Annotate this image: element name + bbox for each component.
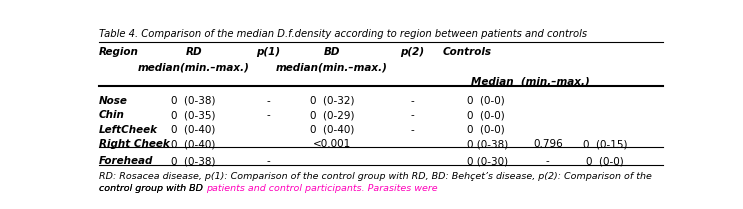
Text: 0  (0-0): 0 (0-0) (467, 110, 505, 120)
Text: 0  (0-0): 0 (0-0) (467, 125, 505, 135)
Text: 0  (0-0): 0 (0-0) (586, 156, 624, 166)
Text: Forehead: Forehead (99, 156, 153, 166)
Text: LeftCheek: LeftCheek (99, 125, 158, 135)
Text: <0.001: <0.001 (313, 139, 351, 149)
Text: Controls: Controls (443, 47, 492, 57)
Text: control group with BD: control group with BD (99, 184, 206, 193)
Text: median(min.–max.): median(min.–max.) (276, 62, 388, 72)
Text: patients and control participants. Parasites were: patients and control participants. Paras… (206, 184, 438, 193)
Text: 0 (0-30): 0 (0-30) (467, 156, 508, 166)
Text: -: - (411, 96, 415, 106)
Text: p(2): p(2) (400, 47, 424, 57)
Text: p(1): p(1) (256, 47, 281, 57)
Text: 0 (0-38): 0 (0-38) (467, 139, 508, 149)
Text: RD: RD (185, 47, 202, 57)
Text: Chin: Chin (99, 110, 125, 120)
Text: Nose: Nose (99, 96, 128, 106)
Text: -: - (411, 110, 415, 120)
Text: Region: Region (99, 47, 138, 57)
Text: 0  (0-40): 0 (0-40) (172, 125, 215, 135)
Text: 0  (0-35): 0 (0-35) (172, 110, 216, 120)
Text: 0  (0-40): 0 (0-40) (172, 139, 215, 149)
Text: 0  (0-0): 0 (0-0) (467, 96, 505, 106)
Text: Median  (min.–max.): Median (min.–max.) (471, 76, 590, 87)
Text: -: - (267, 156, 270, 166)
Text: -: - (267, 96, 270, 106)
Text: 0  (0-38): 0 (0-38) (172, 156, 216, 166)
Text: -: - (546, 156, 550, 166)
Text: 0  (0-29): 0 (0-29) (310, 110, 354, 120)
Text: BD: BD (324, 47, 340, 57)
Text: 0.796: 0.796 (533, 139, 562, 149)
Text: median(min.–max.): median(min.–max.) (137, 62, 250, 72)
Text: control group with BD: control group with BD (99, 184, 206, 193)
Text: -: - (411, 125, 415, 135)
Text: Table 4. Comparison of the median D.f.density according to region between patien: Table 4. Comparison of the median D.f.de… (99, 29, 587, 39)
Text: 0  (0-40): 0 (0-40) (310, 125, 354, 135)
Text: -: - (267, 110, 270, 120)
Text: RD: Rosacea disease, p(1): Comparison of the control group with RD, BD: Behçet’s: RD: Rosacea disease, p(1): Comparison of… (99, 172, 652, 181)
Text: Right Cheek: Right Cheek (99, 139, 169, 149)
Text: 0  (0-38): 0 (0-38) (172, 96, 216, 106)
Text: 0  (0-32): 0 (0-32) (310, 96, 354, 106)
Text: 0  (0-15): 0 (0-15) (583, 139, 628, 149)
